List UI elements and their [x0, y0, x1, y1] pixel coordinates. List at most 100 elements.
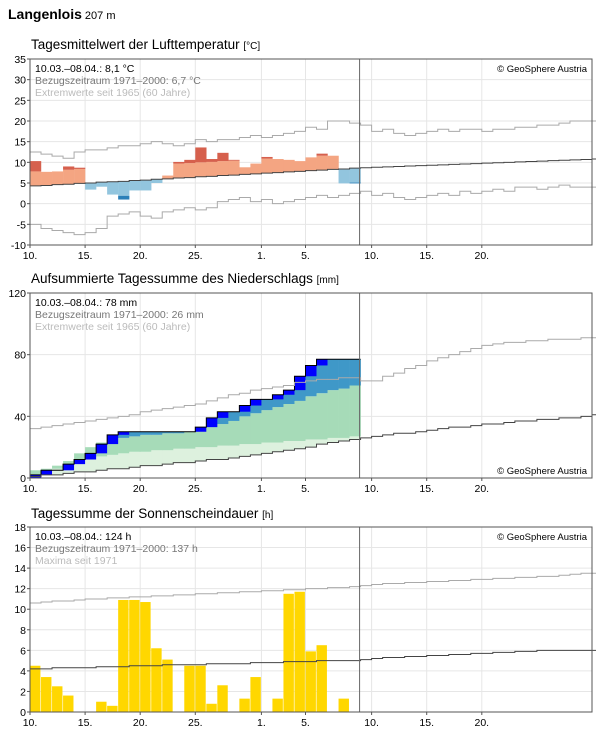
temperature-bar-strong [228, 159, 240, 161]
precip-excess [327, 359, 339, 391]
credit-label: © GeoSphere Austria [497, 64, 588, 75]
sunshine-bar [129, 599, 140, 712]
precipitation-unit: [mm] [316, 275, 339, 286]
precip-excess [283, 390, 295, 404]
temperature-bar [107, 181, 119, 195]
precip-band-mid [173, 433, 185, 449]
x-tick-label: 20. [474, 250, 489, 262]
precip-band-mid [250, 413, 262, 445]
temperature-bar [173, 163, 185, 179]
y-tick-label: 5 [20, 178, 26, 190]
sunshine-title-text: Tagessumme der Sonnenscheindauer [31, 506, 259, 521]
precip-band-low [129, 451, 141, 468]
y-tick-label: 25 [14, 95, 26, 107]
sunshine-bar [52, 686, 63, 712]
x-tick-label: 5. [301, 250, 310, 262]
precip-excess [338, 359, 350, 389]
x-tick-label: 10. [364, 483, 379, 495]
temperature-bar [30, 171, 42, 186]
precip-daily-increment [217, 411, 229, 418]
sunshine-bar [338, 698, 349, 712]
legend-reference: Bezugszeitraum 1971–2000: 6,7 °C [35, 75, 201, 87]
sunshine-bar [239, 698, 250, 712]
temperature-bar [272, 159, 284, 173]
temperature-bar-strong [217, 152, 229, 162]
precip-band-mid [305, 396, 317, 440]
temperature-bar-strong [261, 156, 273, 159]
temperature-bar-strong [74, 167, 86, 169]
precip-band-mid [140, 434, 152, 452]
sunshine-bar [206, 703, 217, 712]
temperature-chart: -10 -5 0 5 10 15 20 25 30 35 10. 15. 20. 25. 1. 5. 10. 15… [11, 54, 596, 262]
precip-excess [316, 359, 328, 394]
precip-excess [129, 431, 141, 437]
precip-band-mid [63, 461, 75, 466]
temperature-unit: [°C] [243, 41, 261, 52]
temperature-bar [140, 180, 152, 191]
sunshine-bar [140, 602, 151, 712]
temperature-bar [118, 181, 130, 196]
precip-band-mid [261, 410, 273, 443]
precip-band-mid [30, 470, 42, 475]
station-altitude: 207 m [84, 10, 116, 22]
sunshine-chart: 0 2 4 6 8 10 12 14 16 18 10. 15. 20. 25. 1. 5. 10. 15. 20.… [14, 522, 596, 729]
precip-band-low [294, 441, 306, 449]
x-tick-label: 15. [419, 483, 434, 495]
plot-frame [29, 58, 593, 246]
temperature-max-line [30, 120, 596, 159]
precip-daily-increment [294, 376, 306, 391]
temperature-bar-strong [118, 195, 130, 200]
precip-band-low [173, 448, 185, 463]
precip-band-low [184, 448, 196, 463]
y-tick-label: -5 [17, 219, 26, 231]
legend-current: 10.03.–08.04.: 124 h [35, 531, 131, 543]
y-tick-label: 120 [8, 288, 26, 300]
temperature-bar-strong [316, 153, 328, 156]
sunshine-bar [250, 677, 261, 712]
precip-excess [173, 431, 185, 434]
precip-daily-increment [283, 390, 295, 395]
x-tick-label: 10. [364, 250, 379, 262]
x-tick-label: 25. [188, 483, 203, 495]
precip-band-mid [151, 434, 163, 451]
temperature-bar [250, 163, 262, 174]
precip-band-mid [107, 439, 119, 455]
sunshine-max-line [30, 572, 596, 604]
sunshine-bar [107, 705, 118, 712]
x-tick-label: 15. [78, 483, 93, 495]
sunshine-bar [217, 685, 228, 712]
x-tick-label: 1. [257, 483, 266, 495]
x-tick-label: 20. [133, 250, 148, 262]
y-tick-label: 10 [14, 157, 26, 169]
precip-band-mid [195, 428, 207, 448]
precip-band-low [228, 445, 240, 458]
precip-band-low [85, 459, 97, 472]
precip-excess [151, 431, 163, 435]
y-tick-label: 0 [20, 199, 26, 211]
precip-band-mid [217, 424, 229, 446]
precip-band-mid [162, 433, 174, 451]
temperature-bar-strong [206, 159, 218, 162]
legend-extremes: Maxima seit 1971 [35, 555, 117, 567]
temperature-bar [239, 167, 251, 175]
precip-excess [162, 431, 174, 434]
sunshine-unit: [h] [262, 510, 274, 521]
precip-daily-increment [85, 453, 97, 460]
sunshine-bar [305, 651, 316, 712]
temperature-bar [129, 180, 141, 191]
precip-band-low [140, 451, 152, 466]
temperature-bar [162, 175, 174, 179]
temperature-bar [151, 179, 163, 183]
y-tick-label: 12 [14, 584, 26, 596]
precip-band-low [96, 456, 108, 471]
temperature-bar [63, 169, 75, 185]
precip-band-low [162, 450, 174, 465]
x-tick-label: 15. [419, 250, 434, 262]
temperature-title-text: Tagesmittelwert der Lufttemperatur [31, 37, 240, 52]
precip-daily-increment [316, 359, 328, 366]
x-tick-label: 20. [133, 717, 148, 729]
y-tick-label: 4 [20, 666, 26, 678]
sunshine-bar [294, 591, 305, 712]
y-tick-label: 40 [14, 411, 26, 423]
plot-frame [29, 292, 593, 479]
